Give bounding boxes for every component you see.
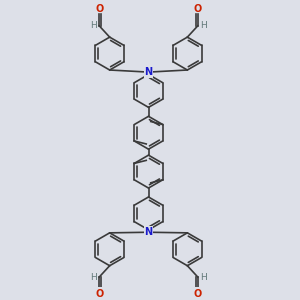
Text: O: O — [194, 4, 202, 14]
Text: O: O — [194, 289, 202, 298]
Text: O: O — [95, 4, 103, 14]
Text: N: N — [144, 67, 153, 77]
Text: H: H — [90, 273, 97, 282]
Text: O: O — [95, 289, 103, 298]
Text: H: H — [200, 273, 207, 282]
Text: H: H — [200, 21, 207, 30]
Text: H: H — [90, 21, 97, 30]
Text: N: N — [144, 227, 153, 237]
